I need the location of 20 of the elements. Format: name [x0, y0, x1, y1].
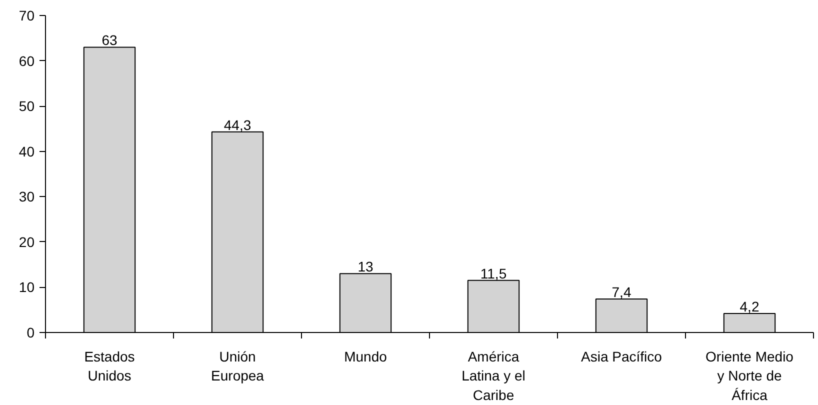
data-label: 44,3	[224, 116, 252, 133]
x-tick-label: América Latina y el Caribe	[462, 348, 526, 403]
y-tick-label: 70	[18, 8, 35, 24]
y-tick-label: 10	[18, 279, 35, 296]
x-tick-label: Asia Pacífico	[581, 348, 662, 364]
x-tick-label: Estados Unidos	[84, 348, 135, 384]
y-tick-label: 0	[26, 324, 35, 340]
y-tick-label: 60	[18, 52, 35, 69]
data-label: 13	[358, 258, 374, 275]
x-tick-label: Oriente Medio y Norte de África	[706, 348, 794, 403]
x-tick-label: Mundo	[344, 348, 388, 364]
y-tick-label: 20	[18, 234, 35, 250]
data-label: 63	[102, 32, 118, 48]
data-label: 4,2	[740, 298, 760, 314]
data-label: 7,4	[612, 284, 632, 300]
data-label: 11,5	[480, 265, 507, 282]
y-tick-label: 40	[18, 143, 35, 160]
y-tick-label: 30	[18, 188, 35, 205]
x-tick-label: Unión Europea	[211, 348, 264, 384]
y-tick-label: 50	[18, 98, 35, 114]
